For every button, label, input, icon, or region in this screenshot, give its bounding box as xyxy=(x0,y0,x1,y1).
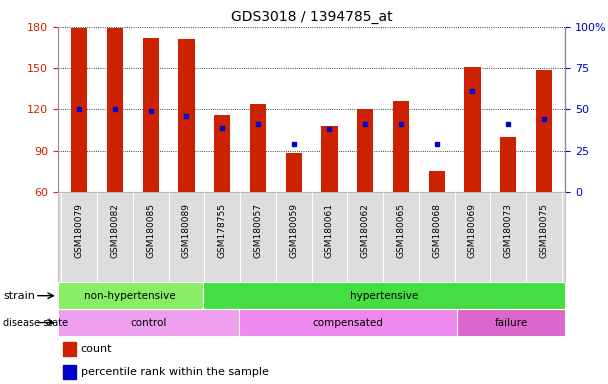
Bar xyxy=(203,282,565,309)
Text: percentile rank within the sample: percentile rank within the sample xyxy=(81,367,269,377)
Text: non-hypertensive: non-hypertensive xyxy=(85,291,176,301)
Text: GSM180085: GSM180085 xyxy=(146,203,155,258)
Text: hypertensive: hypertensive xyxy=(350,291,418,301)
Bar xyxy=(286,154,302,192)
Bar xyxy=(465,67,480,192)
Bar xyxy=(107,28,123,192)
Text: GSM180068: GSM180068 xyxy=(432,203,441,258)
Text: GSM178755: GSM178755 xyxy=(218,203,227,258)
Text: GSM180069: GSM180069 xyxy=(468,203,477,258)
Text: GSM180065: GSM180065 xyxy=(396,203,406,258)
Bar xyxy=(536,70,552,192)
Bar xyxy=(322,126,337,192)
Bar xyxy=(178,39,195,192)
Text: GSM180073: GSM180073 xyxy=(504,203,513,258)
Bar xyxy=(250,104,266,192)
Text: strain: strain xyxy=(3,291,35,301)
Text: GSM180057: GSM180057 xyxy=(254,203,263,258)
Text: compensated: compensated xyxy=(313,318,383,328)
Bar xyxy=(63,342,75,356)
Text: count: count xyxy=(81,344,112,354)
Text: GSM180062: GSM180062 xyxy=(361,203,370,258)
Text: GSM180089: GSM180089 xyxy=(182,203,191,258)
Bar xyxy=(393,101,409,192)
Text: disease state: disease state xyxy=(3,318,68,328)
Bar xyxy=(58,309,239,336)
Bar xyxy=(239,309,457,336)
Text: failure: failure xyxy=(494,318,528,328)
Bar xyxy=(58,282,203,309)
Text: GSM180079: GSM180079 xyxy=(75,203,84,258)
Text: control: control xyxy=(130,318,167,328)
Title: GDS3018 / 1394785_at: GDS3018 / 1394785_at xyxy=(231,10,392,25)
Bar xyxy=(357,109,373,192)
Bar xyxy=(143,38,159,192)
Bar xyxy=(429,171,445,192)
Text: GSM180082: GSM180082 xyxy=(111,203,119,258)
Bar xyxy=(500,137,516,192)
Bar xyxy=(63,365,75,379)
Bar xyxy=(71,28,88,192)
Text: GSM180061: GSM180061 xyxy=(325,203,334,258)
Text: GSM180059: GSM180059 xyxy=(289,203,298,258)
Bar xyxy=(457,309,565,336)
Text: GSM180075: GSM180075 xyxy=(539,203,548,258)
Bar xyxy=(214,115,230,192)
